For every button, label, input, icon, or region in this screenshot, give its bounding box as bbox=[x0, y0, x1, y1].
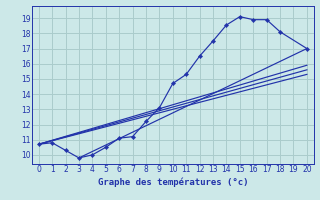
X-axis label: Graphe des températures (°c): Graphe des températures (°c) bbox=[98, 177, 248, 187]
